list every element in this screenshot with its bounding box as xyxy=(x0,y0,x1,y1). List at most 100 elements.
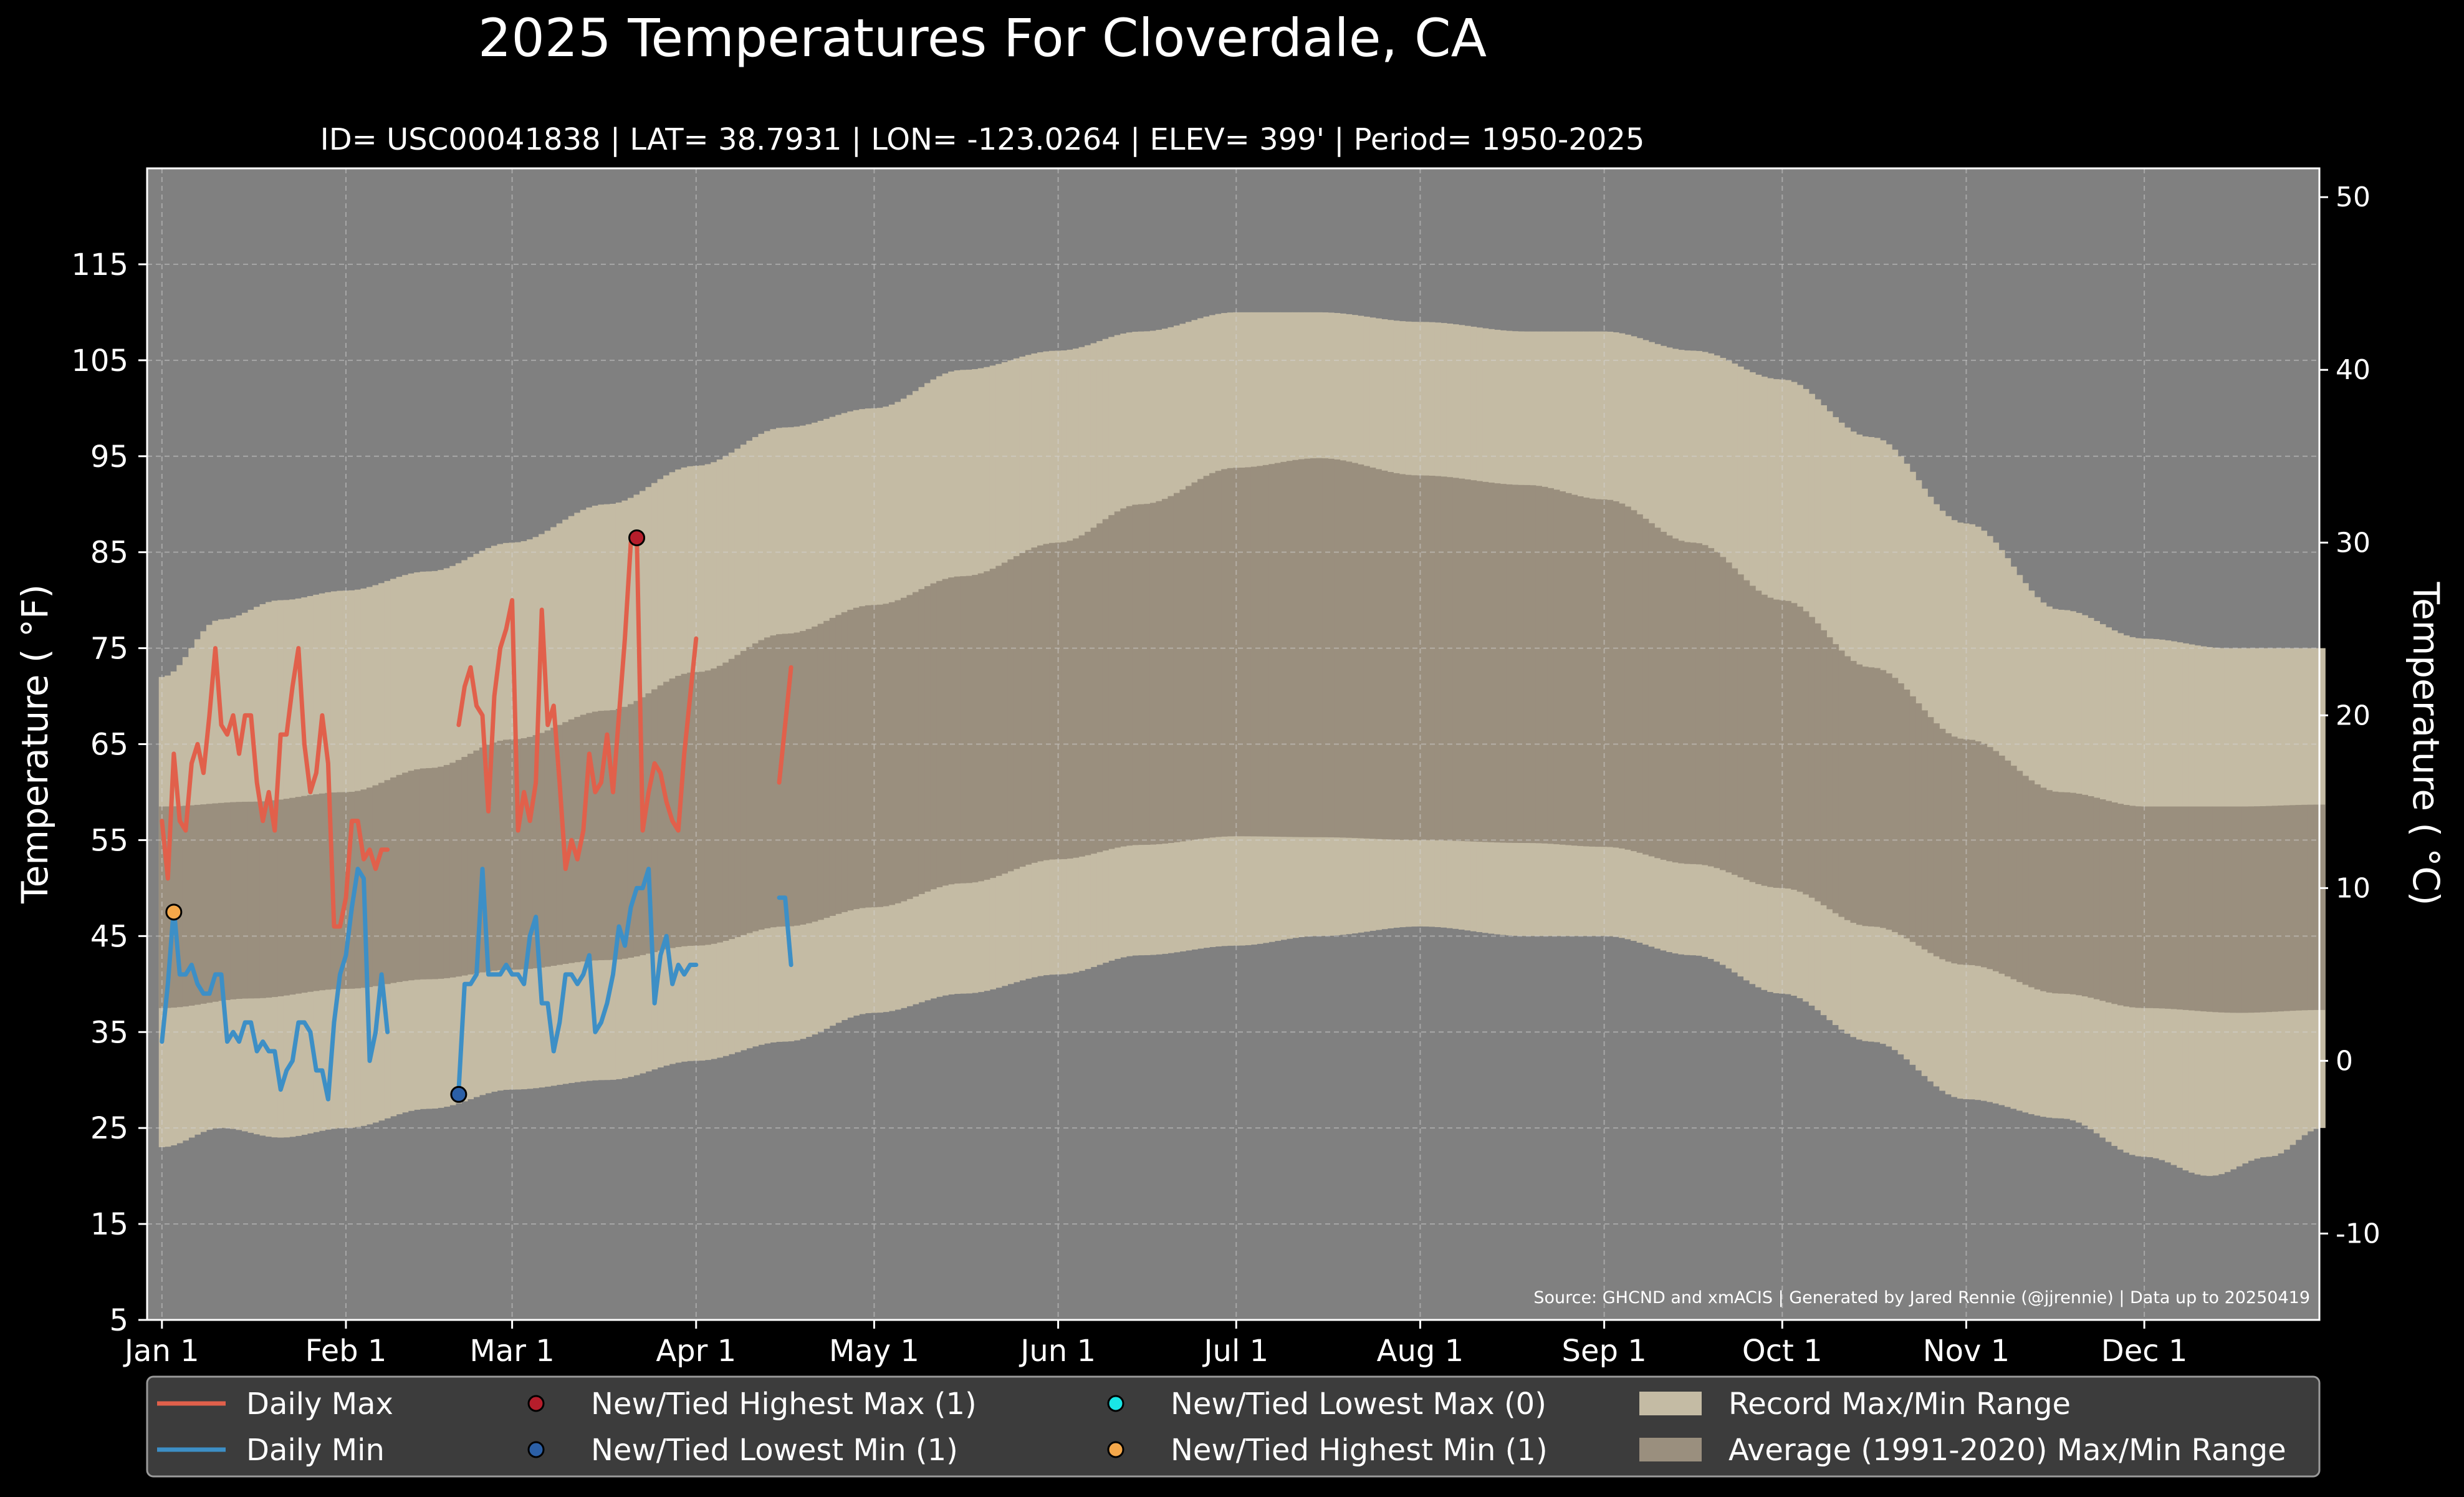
average-range-bar xyxy=(1191,482,1198,840)
average-range-bar xyxy=(1250,466,1257,837)
average-range-bar xyxy=(367,787,373,988)
average-range-bar xyxy=(657,685,664,951)
average-range-bar xyxy=(770,635,777,928)
average-range-bar xyxy=(1411,475,1417,840)
average-range-bar xyxy=(2248,806,2255,1013)
average-range-bar xyxy=(1909,696,1916,942)
average-range-bar xyxy=(1464,479,1471,842)
average-range-bar xyxy=(1114,511,1121,848)
average-range-bar xyxy=(1892,678,1899,932)
average-range-bar xyxy=(1850,661,1857,923)
legend-box xyxy=(146,1375,2321,1478)
average-range-bar xyxy=(1631,510,1637,852)
average-range-bar xyxy=(2194,806,2201,1011)
y-tick-label: 15 xyxy=(90,1207,128,1242)
y-tick-label: 85 xyxy=(90,536,128,570)
daily-min-segment xyxy=(777,895,793,968)
average-range-bar xyxy=(307,795,314,992)
average-range-bar xyxy=(1921,710,1928,950)
average-range-bar xyxy=(722,662,729,941)
average-range-bar xyxy=(1951,736,1958,964)
average-range-bar xyxy=(865,605,871,908)
average-range-bar xyxy=(283,799,290,996)
legend-label: Daily Max xyxy=(246,1387,393,1422)
average-range-bar xyxy=(396,774,403,982)
average-range-bar xyxy=(1963,739,1970,965)
average-range-bar xyxy=(1732,568,1738,875)
y-right-tick-label: 50 xyxy=(2336,181,2371,213)
average-range-bar xyxy=(1138,504,1144,845)
average-range-bar xyxy=(2010,766,2017,980)
x-tick-label: Jul 1 xyxy=(1202,1334,1268,1369)
average-range-bar xyxy=(651,689,658,953)
average-range-bar xyxy=(1358,464,1364,839)
average-range-bar xyxy=(740,651,747,935)
average-range-bar xyxy=(271,800,278,998)
legend-dot-swatch xyxy=(1107,1441,1124,1458)
average-range-bar xyxy=(894,600,901,903)
average-range-bar xyxy=(1535,486,1542,844)
average-range-bar xyxy=(200,804,207,1004)
average-range-bar xyxy=(1340,460,1346,838)
average-range-bar xyxy=(1761,594,1768,886)
average-range-bar xyxy=(1061,542,1068,859)
average-range-bar xyxy=(1055,542,1062,860)
average-range-bar xyxy=(1779,600,1786,888)
average-range-bar xyxy=(1862,667,1869,927)
average-range-bar xyxy=(1434,476,1442,840)
average-range-bar xyxy=(615,708,623,960)
y-tick-label: 65 xyxy=(90,728,128,763)
average-range-bar xyxy=(479,747,486,973)
average-range-bar xyxy=(2141,806,2148,1008)
x-tick-label: Oct 1 xyxy=(1742,1334,1823,1369)
average-range-bar xyxy=(2081,794,2088,997)
average-range-bar xyxy=(527,736,534,969)
average-range-bar xyxy=(1547,488,1554,844)
average-range-bar xyxy=(2040,787,2047,991)
average-range-bar xyxy=(1975,741,1982,966)
average-range-bar xyxy=(1149,503,1157,845)
average-range-bar xyxy=(1161,499,1169,844)
average-range-bar xyxy=(746,647,753,933)
average-range-bar xyxy=(823,620,830,918)
average-range-bar xyxy=(1838,650,1845,917)
average-range-bar xyxy=(2064,792,2071,994)
average-range-bar xyxy=(1589,498,1596,847)
source-note: Source: GHCND and xmACIS | Generated by … xyxy=(1533,1288,2310,1307)
average-range-bar xyxy=(1636,514,1643,853)
average-range-bar xyxy=(2034,784,2041,989)
x-tick-label: Jan 1 xyxy=(123,1334,199,1369)
average-range-bar xyxy=(206,804,213,1003)
average-range-bar xyxy=(1167,496,1174,844)
average-range-bar xyxy=(2182,806,2189,1010)
average-range-bar xyxy=(1648,523,1655,857)
x-tick-label: Mar 1 xyxy=(469,1334,554,1369)
y-tick-label: 115 xyxy=(71,248,128,282)
average-range-bar xyxy=(1387,472,1394,840)
average-range-bar xyxy=(1690,542,1697,864)
average-range-bar xyxy=(1541,486,1548,844)
average-range-bar xyxy=(212,803,219,1002)
average-range-bar xyxy=(681,673,688,946)
average-range-bar xyxy=(1078,535,1085,857)
x-tick-label: Apr 1 xyxy=(656,1334,736,1369)
average-range-bar xyxy=(592,711,598,961)
average-range-bar xyxy=(984,571,990,880)
average-range-bar xyxy=(1132,504,1139,845)
average-range-bar xyxy=(461,757,468,976)
average-range-bar xyxy=(325,792,332,990)
average-range-bar xyxy=(1512,484,1518,843)
average-range-bar xyxy=(2188,806,2195,1011)
average-range-bar xyxy=(1459,478,1465,841)
average-range-bar xyxy=(218,802,225,1001)
average-range-bar xyxy=(913,592,919,897)
average-range-bar xyxy=(1796,606,1803,892)
average-range-bar xyxy=(1749,585,1756,882)
average-range-bar xyxy=(242,801,249,999)
average-range-bar xyxy=(1767,597,1774,887)
average-range-bar xyxy=(1707,548,1715,867)
average-range-bar xyxy=(438,766,444,979)
average-range-bar xyxy=(1968,739,1976,965)
average-range-bar xyxy=(337,792,343,989)
average-range-bar xyxy=(2295,805,2302,1011)
